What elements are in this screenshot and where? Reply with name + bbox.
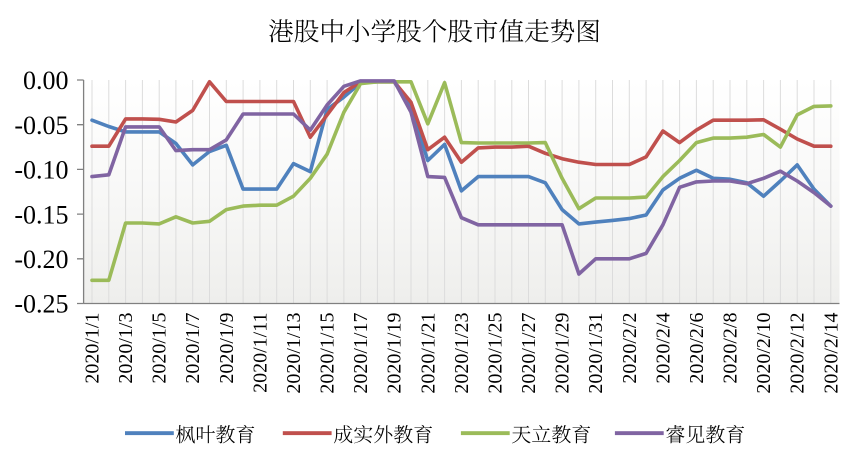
svg-text:2020/2/4: 2020/2/4 xyxy=(652,313,674,384)
svg-text:2020/1/25: 2020/1/25 xyxy=(485,313,507,394)
svg-text:2020/1/29: 2020/1/29 xyxy=(552,313,574,394)
svg-text:-0.25: -0.25 xyxy=(14,290,68,319)
svg-text:2020/2/6: 2020/2/6 xyxy=(686,313,708,384)
svg-text:2020/1/31: 2020/1/31 xyxy=(585,313,607,394)
svg-text:2020/1/11: 2020/1/11 xyxy=(249,313,271,393)
svg-text:2020/2/14: 2020/2/14 xyxy=(820,313,842,394)
svg-text:2020/2/8: 2020/2/8 xyxy=(720,313,742,384)
svg-text:-0.20: -0.20 xyxy=(14,245,68,274)
svg-text:2020/2/12: 2020/2/12 xyxy=(787,313,809,394)
svg-text:-0.10: -0.10 xyxy=(14,156,68,185)
svg-text:2020/1/19: 2020/1/19 xyxy=(384,313,406,394)
svg-text:2020/1/9: 2020/1/9 xyxy=(216,313,238,384)
svg-text:-0.15: -0.15 xyxy=(14,200,68,229)
svg-text:2020/2/2: 2020/2/2 xyxy=(619,313,641,384)
svg-text:2020/1/5: 2020/1/5 xyxy=(149,313,171,384)
svg-text:2020/1/27: 2020/1/27 xyxy=(518,313,540,394)
svg-text:2020/1/23: 2020/1/23 xyxy=(451,313,473,394)
svg-text:-0.05: -0.05 xyxy=(14,111,68,140)
svg-text:2020/1/3: 2020/1/3 xyxy=(115,313,137,384)
svg-text:0.00: 0.00 xyxy=(23,66,69,95)
svg-text:2020/1/7: 2020/1/7 xyxy=(182,313,204,384)
svg-text:2020/1/13: 2020/1/13 xyxy=(283,313,305,394)
svg-text:2020/1/15: 2020/1/15 xyxy=(317,313,339,394)
svg-text:2020/2/10: 2020/2/10 xyxy=(753,313,775,394)
svg-text:2020/1/1: 2020/1/1 xyxy=(82,313,104,384)
svg-text:2020/1/21: 2020/1/21 xyxy=(417,313,439,394)
svg-text:2020/1/17: 2020/1/17 xyxy=(350,313,372,394)
